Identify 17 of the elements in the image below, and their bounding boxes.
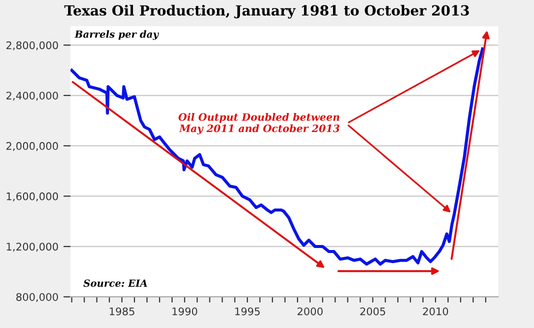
x-tick-label: 2005 (360, 307, 386, 316)
y-tick-label: 1,600,000 (6, 192, 58, 202)
y-tick-label: 2,000,000 (6, 142, 58, 151)
x-tick-label: 2010 (423, 307, 448, 316)
x-tick-label: 2000 (298, 307, 323, 316)
y-tick-label: 2,400,000 (6, 92, 58, 101)
annotation: Oil Output Doubled between May 2011 and October 2013 (178, 113, 340, 134)
y-tick-label: 1,200,000 (6, 242, 58, 252)
chart-title: Texas Oil Production, January 1981 to October 2013 (64, 4, 469, 19)
y-axis-title: Barrels per day (74, 30, 160, 40)
y-tick-label: 2,800,000 (6, 41, 58, 50)
x-tick-label: 1990 (172, 307, 198, 316)
x-tick-label: 1995 (235, 307, 260, 316)
x-tick-label: 1985 (110, 307, 134, 316)
y-tick-label: 800,000 (16, 293, 58, 302)
annotation: Source: EIA (83, 279, 148, 287)
line-series (70, 47, 484, 266)
